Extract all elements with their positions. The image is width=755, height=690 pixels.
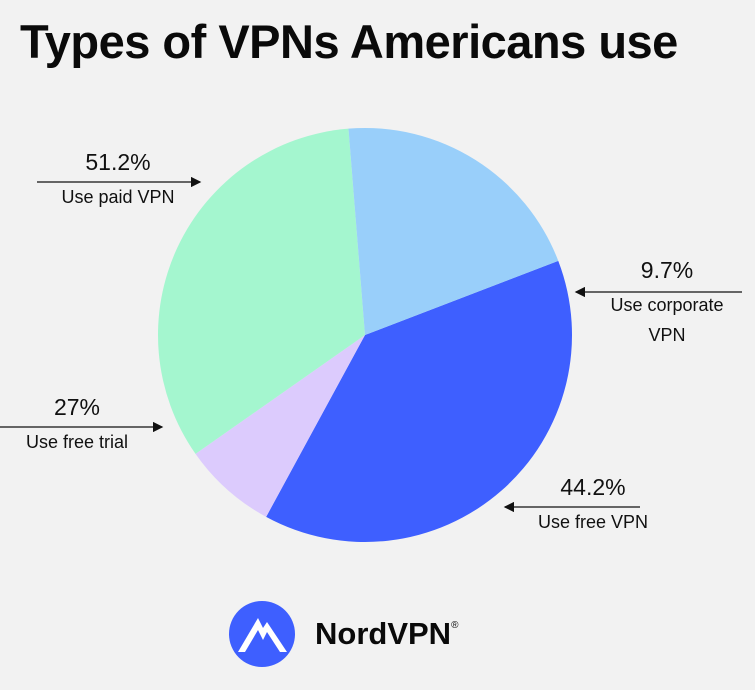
value-label: 9.7% xyxy=(640,257,694,283)
value-label: 44.2% xyxy=(560,474,626,500)
pie-slice xyxy=(266,260,572,542)
pie-slice xyxy=(348,127,559,335)
pie-slice xyxy=(157,128,365,454)
category-label: Use free VPN xyxy=(537,512,649,532)
logo-icon xyxy=(229,601,295,667)
category-label: Use corporate VPN xyxy=(610,295,724,345)
value-label: 51.2% xyxy=(85,149,151,175)
brand-text: NordVPN xyxy=(315,616,452,651)
value-label: 27% xyxy=(53,394,101,420)
brand-name: NordVPN® xyxy=(315,616,459,651)
pie-slice xyxy=(195,335,365,517)
chart-title: Types of VPNs Americans use xyxy=(20,15,678,68)
category-label: Use paid VPN xyxy=(61,187,175,207)
category-label: Use free trial xyxy=(25,432,129,452)
